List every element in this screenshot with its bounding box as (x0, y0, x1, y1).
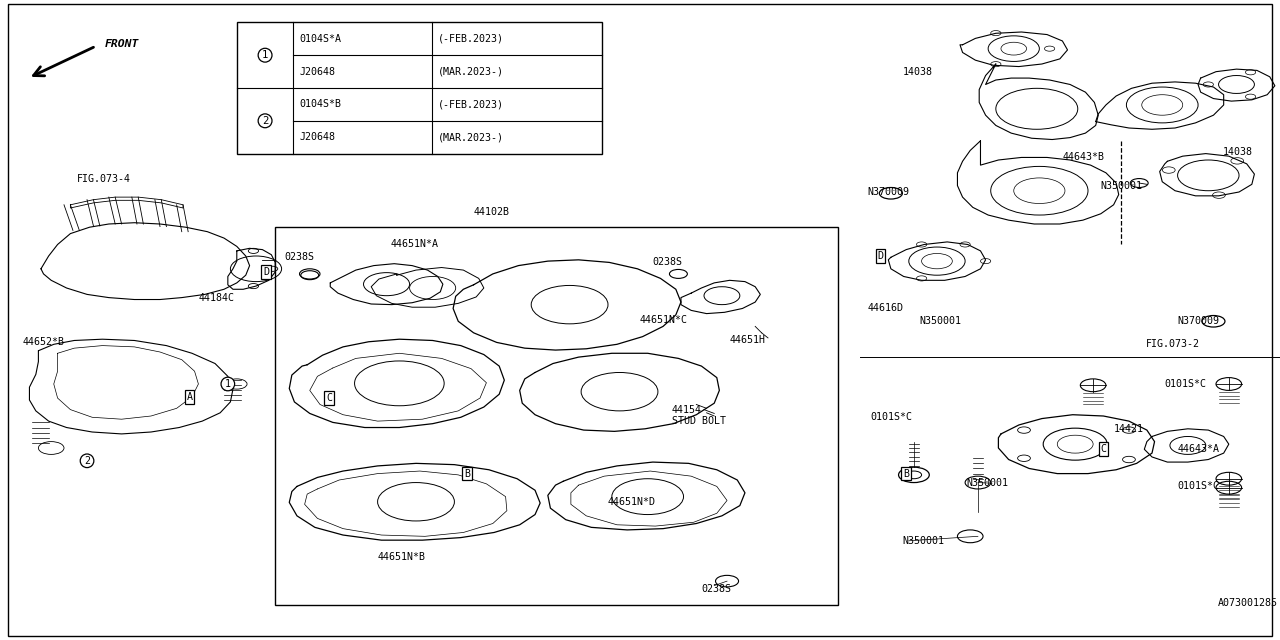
Text: 44652*B: 44652*B (23, 337, 65, 348)
Text: B: B (904, 468, 909, 479)
Text: (-FEB.2023): (-FEB.2023) (438, 34, 504, 44)
Text: 1: 1 (225, 379, 230, 389)
Text: (MAR.2023-): (MAR.2023-) (438, 132, 504, 142)
Text: D: D (878, 251, 883, 261)
Text: 0101S*C: 0101S*C (1165, 379, 1207, 389)
Text: FRONT: FRONT (105, 38, 140, 49)
Text: (-FEB.2023): (-FEB.2023) (438, 99, 504, 109)
Text: 0101S*C: 0101S*C (870, 412, 913, 422)
Text: C: C (326, 393, 332, 403)
Text: 2: 2 (262, 116, 269, 126)
Text: 44651N*B: 44651N*B (378, 552, 425, 562)
Text: 44102B: 44102B (474, 207, 509, 218)
Text: 44651N*C: 44651N*C (640, 315, 689, 325)
Text: J20648: J20648 (300, 67, 335, 77)
Bar (237, 22, 602, 154)
Text: 0101S*C: 0101S*C (1178, 481, 1220, 492)
Text: N370009: N370009 (1178, 316, 1220, 326)
Text: (MAR.2023-): (MAR.2023-) (438, 67, 504, 77)
Text: FIG.073-4: FIG.073-4 (77, 174, 131, 184)
Text: 0104S*B: 0104S*B (300, 99, 342, 109)
Text: 44154: 44154 (672, 404, 701, 415)
Text: 44643*A: 44643*A (1178, 444, 1220, 454)
Text: 0104S*A: 0104S*A (300, 34, 342, 44)
Text: 14038: 14038 (902, 67, 932, 77)
Text: C: C (1101, 444, 1106, 454)
Text: 44651N*A: 44651N*A (390, 239, 438, 250)
Text: 14038: 14038 (1222, 147, 1252, 157)
Text: A073001285: A073001285 (1217, 598, 1277, 608)
Text: 44616D: 44616D (868, 303, 904, 314)
Text: N350001: N350001 (1101, 180, 1143, 191)
Text: 44651H: 44651H (730, 335, 765, 346)
Text: FIG.073-2: FIG.073-2 (1146, 339, 1199, 349)
Text: N350001: N350001 (919, 316, 961, 326)
Text: 2: 2 (84, 456, 90, 466)
Text: N350001: N350001 (902, 536, 945, 546)
Text: 44184C: 44184C (198, 292, 234, 303)
Text: 14421: 14421 (1114, 424, 1143, 434)
Text: D: D (264, 267, 269, 277)
Text: 1: 1 (262, 50, 269, 60)
Text: 0238S: 0238S (701, 584, 731, 594)
Text: 44643*B: 44643*B (1062, 152, 1105, 162)
Text: A: A (187, 392, 192, 402)
Text: STUD BOLT: STUD BOLT (672, 416, 726, 426)
Bar (275, 227, 838, 605)
Text: 0238S: 0238S (653, 257, 682, 268)
Text: B: B (465, 468, 470, 479)
Text: 0238S: 0238S (284, 252, 314, 262)
Text: N370009: N370009 (868, 187, 910, 197)
Text: N350001: N350001 (966, 478, 1009, 488)
Text: 44651N*D: 44651N*D (608, 497, 657, 508)
Text: J20648: J20648 (300, 132, 335, 142)
